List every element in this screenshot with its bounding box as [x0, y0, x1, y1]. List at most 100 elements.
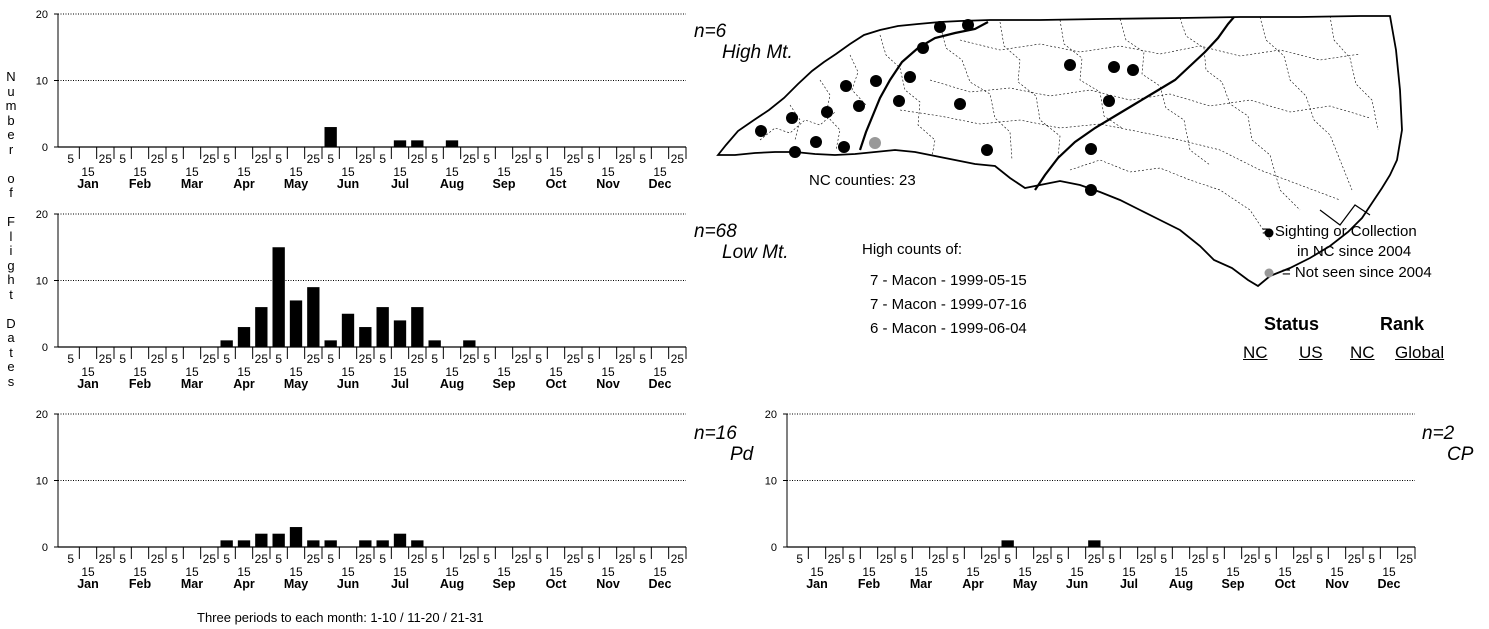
period-tick-label: 25 [307, 352, 321, 366]
y-axis-title-letter [4, 201, 18, 216]
y-axis-title-letter: h [7, 272, 15, 287]
month-label: Dec [1378, 577, 1401, 591]
period-tick-label: 15 [497, 365, 511, 379]
period-tick-label: 25 [1140, 552, 1154, 566]
month-label: Jul [1120, 577, 1138, 591]
month-label: Dec [649, 577, 672, 591]
month-label: Jun [337, 577, 359, 591]
period-tick-label: 5 [223, 352, 230, 366]
period-tick-label: 15 [1226, 565, 1240, 579]
period-tick-label: 5 [171, 352, 178, 366]
bar [255, 533, 268, 547]
y-axis-title-letter: l [9, 228, 13, 244]
period-tick-label: 25 [99, 152, 113, 166]
y-axis-title-letter: g [7, 257, 15, 273]
month-label: Oct [546, 177, 568, 191]
period-tick-label: 5 [483, 152, 490, 166]
period-tick-label: 25 [1296, 552, 1310, 566]
period-tick-label: 5 [1004, 552, 1011, 566]
map-dots [755, 19, 1139, 196]
sighting-dot [789, 146, 801, 158]
month-label: Nov [1325, 577, 1349, 591]
period-tick-label: 25 [463, 352, 477, 366]
bar [289, 300, 303, 347]
period-tick-label: 15 [133, 165, 147, 179]
month-label: Jul [391, 377, 409, 391]
period-tick-label: 25 [932, 552, 946, 566]
sighting-dot [904, 71, 916, 83]
period-tick-label: 15 [289, 565, 303, 579]
period-tick-label: 25 [880, 552, 894, 566]
period-tick-label: 15 [341, 365, 355, 379]
period-tick-label: 25 [203, 552, 217, 566]
period-tick-label: 15 [133, 565, 147, 579]
n-label-piedmont: n=16 [694, 423, 737, 444]
period-tick-label: 15 [133, 365, 147, 379]
month-label: Jan [806, 577, 828, 591]
bar [255, 307, 268, 347]
bar [376, 307, 389, 347]
y-tick-label: 0 [771, 542, 777, 554]
sighting-dot [853, 100, 865, 112]
month-label: Jun [337, 177, 359, 191]
bar [324, 127, 337, 147]
month-label: Apr [233, 377, 255, 391]
y-tick-label: 10 [765, 476, 777, 488]
bar [324, 540, 337, 547]
y-axis-title-letter [4, 302, 18, 317]
footnote: Three periods to each month: 1-10 / 11-2… [197, 610, 484, 625]
period-tick-label: 5 [639, 552, 646, 566]
sighting-dot [840, 80, 852, 92]
bar [393, 140, 407, 147]
coast-inlet [1319, 204, 1371, 226]
period-tick-label: 15 [393, 565, 407, 579]
period-tick-label: 15 [1070, 565, 1084, 579]
period-tick-label: 25 [567, 152, 581, 166]
y-tick-label: 20 [36, 209, 48, 221]
period-tick-label: 5 [796, 552, 803, 566]
month-label: Oct [546, 377, 568, 391]
county-borders [759, 15, 1379, 241]
ecoregion-boundary-east [1034, 16, 1235, 191]
month-label: Jul [391, 177, 409, 191]
period-tick-label: 5 [1368, 552, 1375, 566]
period-tick-label: 5 [900, 552, 907, 566]
month-label: Nov [596, 577, 620, 591]
sighting-dot [838, 141, 850, 153]
period-tick-label: 15 [549, 365, 563, 379]
period-tick-label: 5 [431, 352, 438, 366]
period-tick-label: 15 [810, 565, 824, 579]
y-axis-title-letter: e [7, 127, 15, 142]
period-tick-label: 15 [237, 565, 251, 579]
bar [220, 540, 233, 547]
y-axis-title-letter [4, 157, 18, 172]
period-tick-label: 5 [535, 152, 542, 166]
period-tick-label: 15 [862, 565, 876, 579]
sighting-dot [810, 136, 822, 148]
month-label: Sep [493, 577, 516, 591]
month-label: Sep [493, 177, 516, 191]
period-tick-label: 5 [67, 152, 74, 166]
period-tick-label: 25 [1192, 552, 1206, 566]
period-tick-label: 25 [411, 152, 425, 166]
bar [289, 527, 303, 547]
period-tick-label: 15 [81, 365, 95, 379]
sighting-dot [1127, 64, 1139, 76]
legend-dot-old [1264, 268, 1274, 278]
y-axis-title-letter: o [7, 170, 15, 186]
y-axis-title-letter: r [8, 141, 14, 157]
month-label: Mar [181, 377, 203, 391]
bar [307, 287, 320, 347]
ecoregion-boundary-west [858, 21, 989, 151]
y-axis-title-letter: t [9, 286, 13, 302]
month-label: Feb [129, 377, 152, 391]
period-tick-label: 25 [359, 352, 373, 366]
period-tick-label: 5 [1264, 552, 1271, 566]
y-tick-label: 0 [42, 142, 48, 154]
period-tick-label: 5 [535, 552, 542, 566]
period-tick-label: 5 [171, 552, 178, 566]
period-tick-label: 5 [587, 352, 594, 366]
period-tick-label: 15 [601, 165, 615, 179]
bar [428, 340, 441, 347]
